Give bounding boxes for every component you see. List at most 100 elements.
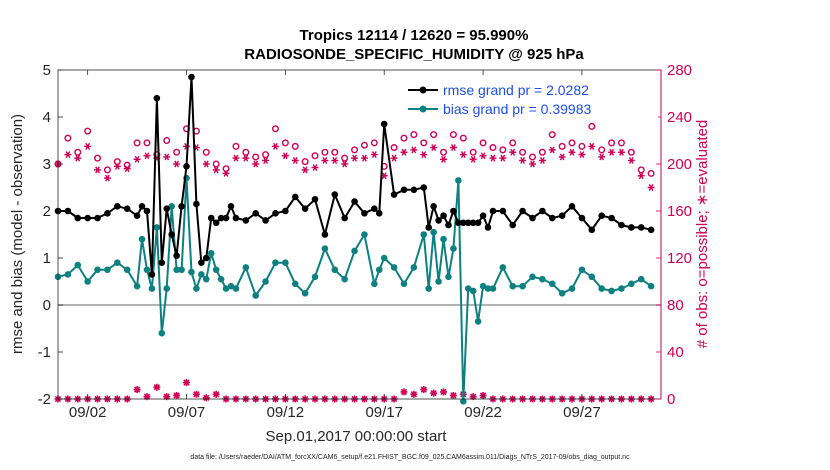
bias-point — [173, 266, 180, 274]
obs-evaluated-stroke — [589, 142, 595, 150]
bias-point — [445, 273, 452, 281]
rmse-point — [440, 212, 447, 219]
rmse-point — [153, 94, 161, 102]
obs-evaluated-stroke — [569, 148, 575, 156]
rmse-point — [558, 212, 566, 219]
rmse-point — [608, 214, 615, 222]
bias-point — [529, 273, 536, 281]
obs-possible-point — [617, 139, 625, 147]
obs-evaluated-stroke — [470, 155, 476, 163]
obs-evaluated-point — [588, 142, 596, 150]
obs-evaluated-stroke — [500, 154, 506, 162]
obs-evaluated-stroke — [579, 151, 585, 159]
bias-point — [227, 282, 235, 290]
obs-evaluated-stroke — [638, 172, 644, 180]
bias-point — [222, 285, 230, 292]
obs-evaluated-stroke — [559, 153, 565, 161]
obs-possible-point — [469, 148, 477, 156]
obs-evaluated-stroke — [105, 174, 110, 182]
rmse-point — [242, 217, 250, 224]
obs-evaluated-point — [133, 155, 141, 163]
obs-possible-point — [271, 125, 279, 133]
bias-point — [232, 285, 240, 292]
rmse-point — [227, 203, 235, 210]
obs-evaluated-point — [252, 160, 260, 168]
obs-evaluated-stroke — [490, 154, 496, 162]
obs-evaluated-point — [311, 164, 319, 171]
x-tick-label: 09/12 — [267, 404, 305, 421]
rmse-point — [548, 214, 556, 222]
rmse-point — [207, 214, 215, 222]
obs-evaluated-stroke — [253, 160, 259, 168]
bias-point — [133, 282, 141, 290]
obs-zero-point — [420, 386, 428, 394]
obs-evaluated-stroke — [75, 154, 81, 162]
bias-point — [148, 285, 156, 292]
rmse-point — [455, 219, 462, 227]
obs-possible-point — [163, 136, 171, 144]
rmse-point — [400, 186, 408, 194]
rmse-point — [217, 214, 225, 222]
obs-evaluated-stroke — [114, 162, 120, 170]
bias-point — [361, 231, 368, 238]
bias-point — [420, 231, 428, 238]
rmse-point — [474, 219, 482, 227]
obs-evaluated-point — [449, 144, 457, 152]
y-right-tick-label: 120 — [667, 250, 692, 267]
rmse-point — [262, 217, 269, 224]
bias-point — [450, 245, 457, 252]
obs-evaluated-stroke — [371, 151, 377, 159]
obs-possible-point — [608, 139, 616, 147]
rmse-point — [84, 214, 91, 222]
bias-point — [207, 250, 215, 257]
bias-point — [568, 285, 576, 292]
rmse-point — [331, 191, 339, 198]
obs-possible-point — [212, 160, 220, 168]
obs-possible-point — [479, 139, 487, 147]
obs-possible-point — [499, 146, 507, 154]
obs-evaluated-stroke — [332, 157, 338, 164]
bias-point — [291, 280, 299, 288]
obs-evaluated-stroke — [401, 148, 407, 156]
obs-evaluated-point — [489, 154, 497, 162]
obs-zero-stroke — [212, 391, 220, 398]
bias-point — [193, 285, 200, 292]
rmse-point — [252, 210, 260, 217]
rmse-point — [212, 219, 220, 227]
bias-point — [647, 282, 655, 290]
bias-point — [578, 266, 586, 274]
obs-zero-point — [400, 388, 408, 396]
obs-evaluated-point — [113, 162, 121, 170]
y-axis-label-left: rmse and bias (model - observation) — [9, 114, 26, 354]
obs-evaluated-point — [173, 160, 181, 168]
rmse-point — [158, 259, 166, 267]
rmse-point — [183, 163, 190, 170]
obs-evaluated-point — [212, 166, 220, 174]
rmse-point — [410, 186, 418, 194]
rmse-point — [380, 120, 388, 128]
rmse-point — [588, 226, 596, 234]
obs-evaluated-point — [143, 152, 151, 160]
bias-point — [539, 275, 546, 283]
rmse-point — [198, 259, 205, 267]
bias-point — [143, 266, 151, 274]
obs-possible-point — [331, 148, 339, 156]
obs-evaluated-stroke — [124, 165, 130, 173]
x-tick-label: 09/17 — [365, 404, 403, 421]
obs-evaluated-stroke — [322, 157, 328, 164]
obs-evaluated-point — [103, 174, 111, 182]
obs-evaluated-stroke — [619, 148, 624, 156]
obs-evaluated-stroke — [530, 160, 535, 168]
obs-possible-point — [133, 139, 141, 147]
bias-point — [212, 266, 220, 274]
bias-point — [608, 287, 615, 295]
obs-evaluated-point — [420, 151, 428, 159]
obs-zero-stroke — [143, 393, 151, 400]
obs-evaluated-stroke — [549, 146, 555, 154]
y-right-tick-label: 40 — [667, 344, 684, 361]
rmse-point — [598, 212, 605, 219]
bias-point — [390, 264, 398, 271]
obs-possible-point — [440, 148, 448, 156]
obs-possible-point — [262, 151, 270, 159]
